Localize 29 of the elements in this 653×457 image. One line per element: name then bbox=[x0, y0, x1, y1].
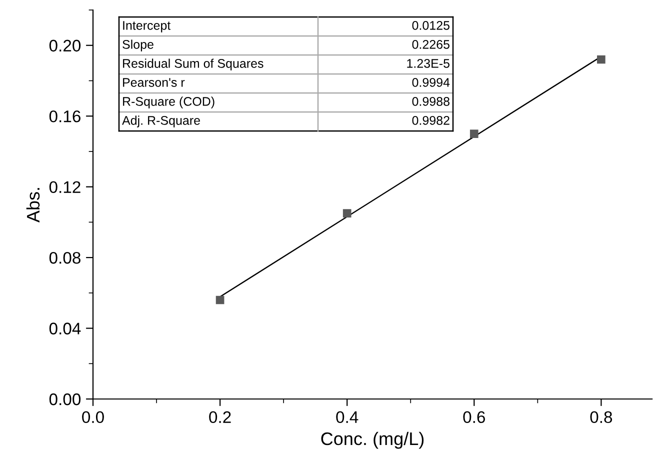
y-tick-label: 0.12 bbox=[49, 181, 80, 194]
annotation: Pearson's r bbox=[123, 78, 185, 87]
annotation: Adj. R-Square bbox=[122, 116, 200, 128]
x-tick-label: 0.4 bbox=[336, 411, 358, 424]
annotation: 0.0125 bbox=[412, 21, 450, 30]
annotation: 0.9988 bbox=[412, 97, 450, 106]
point bbox=[342, 209, 352, 218]
annotation: 0.2265 bbox=[412, 40, 450, 49]
annotation: 1.23E-5 bbox=[407, 59, 450, 68]
y-axis-title: Abs. bbox=[26, 188, 40, 223]
annotation: R-Square (COD) bbox=[123, 96, 214, 108]
annotation: 0.9994 bbox=[412, 78, 450, 87]
annotation: Slope bbox=[122, 40, 154, 52]
point bbox=[470, 130, 478, 138]
x-tick-label: 0.8 bbox=[590, 411, 612, 424]
point bbox=[597, 55, 606, 64]
y-tick-label: 0.08 bbox=[49, 252, 80, 264]
y-tick-label: 0.20 bbox=[49, 40, 81, 52]
annotation: Intercept bbox=[123, 21, 171, 32]
y-tick-label: 0.16 bbox=[49, 110, 80, 122]
x-tick-label: 0.6 bbox=[463, 411, 485, 424]
annotation: 0.9982 bbox=[412, 116, 450, 125]
x-axis-title: Conc. (mg/L) bbox=[321, 432, 424, 449]
annotation: Residual Sum of Squares bbox=[123, 58, 264, 70]
y-tick-label: 0.00 bbox=[49, 393, 81, 406]
y-tick-label: 0.04 bbox=[49, 322, 81, 334]
x-tick-label: 0.2 bbox=[209, 411, 231, 424]
x-tick-label: 0.0 bbox=[82, 411, 104, 424]
point bbox=[216, 296, 224, 304]
